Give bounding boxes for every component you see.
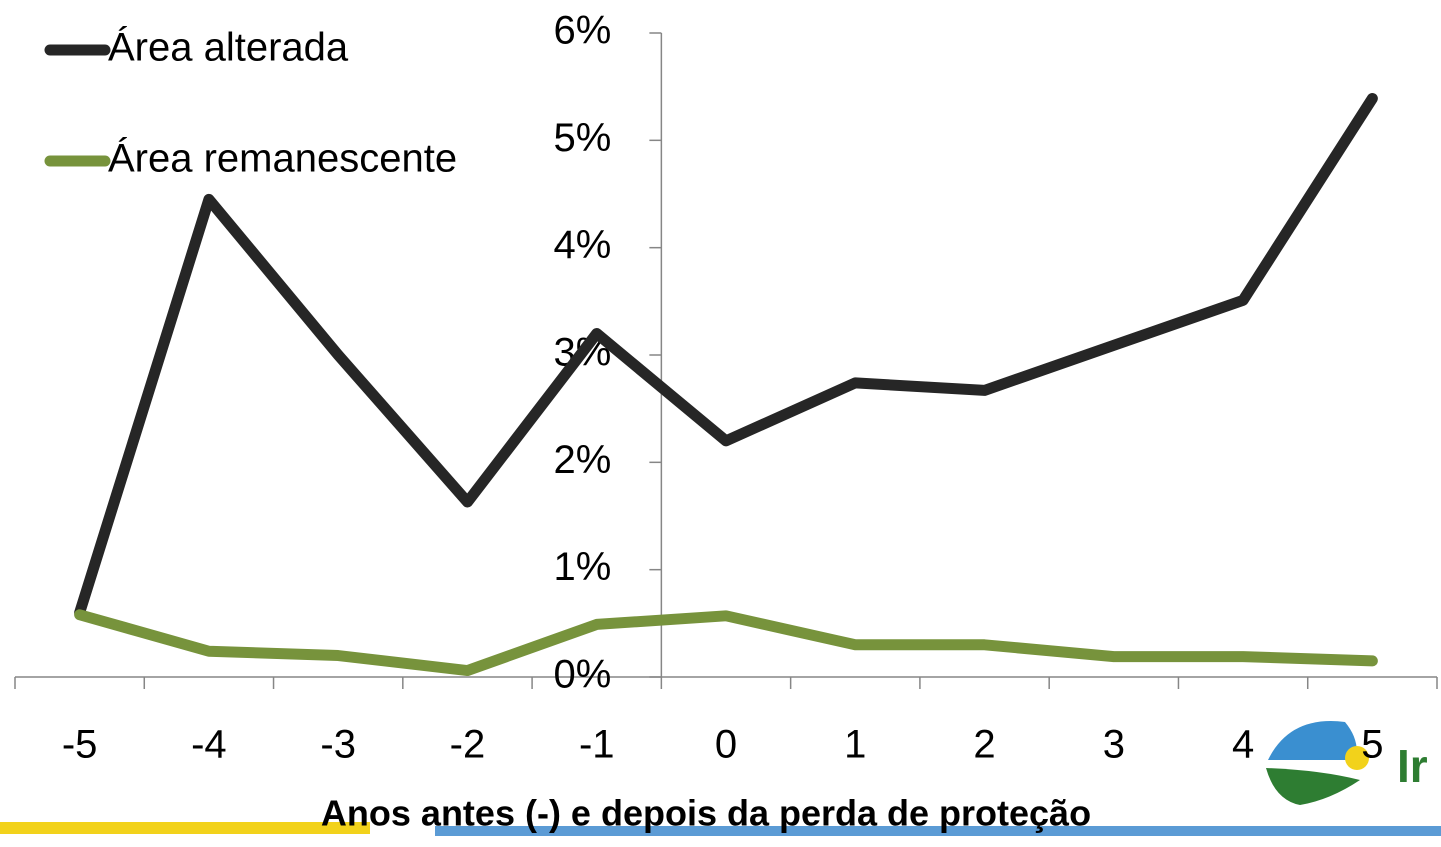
logo-sky [1268, 721, 1357, 760]
decor-bar-yellow [0, 822, 370, 834]
logo: Ir [1266, 721, 1428, 805]
y-tick-label: 4% [554, 223, 612, 267]
x-tick-label: 2 [973, 723, 995, 767]
y-tick-label: 5% [554, 116, 612, 160]
x-tick-label: 1 [844, 723, 866, 767]
logo-leaf [1266, 768, 1360, 805]
x-tick-label: -2 [450, 723, 486, 767]
x-tick-label: -4 [191, 723, 227, 767]
x-tick-label: 5 [1361, 723, 1383, 767]
x-tick-label: -5 [62, 723, 98, 767]
x-tick-label: 0 [715, 723, 737, 767]
x-tick-label: -1 [579, 723, 615, 767]
x-tick-label: -3 [320, 723, 356, 767]
legend-label: Área alterada [108, 25, 349, 70]
x-axis-label: Anos antes (-) e depois da perda de prot… [321, 793, 1091, 834]
logo-sun [1345, 746, 1369, 770]
legend-label: Área remanescente [108, 136, 457, 181]
y-tick-label: 6% [554, 9, 612, 53]
series-line [74, 92, 1378, 619]
y-tick-label: 2% [554, 438, 612, 482]
series-line [74, 609, 1378, 677]
decor-bar-blue [435, 826, 1441, 836]
x-tick-label: 3 [1103, 723, 1125, 767]
y-tick-label: 1% [554, 545, 612, 589]
logo-text: Ir [1397, 740, 1428, 792]
x-tick-label: 4 [1232, 723, 1254, 767]
y-tick-label: 0% [554, 653, 612, 697]
